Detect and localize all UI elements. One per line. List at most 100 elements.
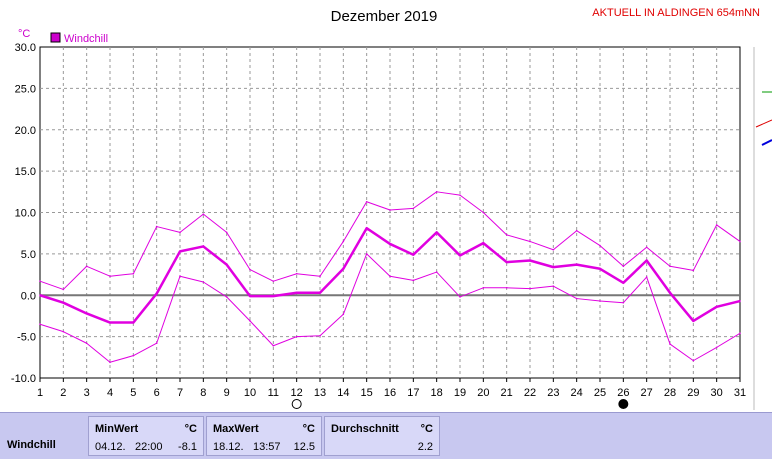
data-point-min bbox=[622, 301, 625, 304]
x-tick-label: 4 bbox=[107, 387, 113, 399]
x-tick-label: 11 bbox=[268, 387, 279, 399]
data-point-min bbox=[575, 297, 578, 300]
x-tick-label: 7 bbox=[177, 387, 183, 399]
data-point-mean bbox=[132, 321, 135, 324]
data-point-max bbox=[272, 280, 275, 282]
data-point-min bbox=[319, 334, 321, 337]
data-point-min bbox=[552, 285, 555, 287]
data-point-mean bbox=[599, 267, 601, 270]
x-tick-label: 23 bbox=[547, 387, 559, 399]
data-point-max bbox=[599, 244, 601, 247]
data-point-max bbox=[435, 191, 438, 193]
min-value: -8.1 bbox=[178, 441, 197, 453]
data-point-max bbox=[482, 211, 485, 214]
data-point-max bbox=[85, 265, 88, 268]
avg-unit: °C bbox=[420, 423, 433, 435]
data-point-mean bbox=[365, 227, 368, 230]
data-point-max bbox=[575, 229, 578, 232]
max-unit: °C bbox=[302, 423, 315, 435]
x-tick-label: 26 bbox=[617, 387, 629, 399]
data-point-min bbox=[715, 346, 718, 349]
x-tick-label: 27 bbox=[641, 387, 653, 399]
data-point-mean bbox=[342, 267, 345, 270]
stats-panel: Windchill MinWert °C 04.12. 22:00 -8.1 M… bbox=[0, 412, 772, 459]
data-point-max bbox=[739, 240, 741, 243]
data-point-mean bbox=[179, 250, 181, 253]
data-point-min bbox=[249, 320, 251, 322]
data-point-mean bbox=[739, 300, 741, 302]
data-point-max bbox=[715, 224, 718, 226]
max-value-box: MaxWert °C 18.12. 13:57 12.5 bbox=[206, 416, 322, 456]
data-point-min bbox=[342, 313, 345, 316]
data-point-min bbox=[692, 359, 695, 362]
data-point-min bbox=[109, 361, 111, 364]
data-point-min bbox=[39, 323, 41, 326]
legend-swatch bbox=[50, 32, 61, 43]
x-tick-label: 2 bbox=[60, 387, 66, 399]
data-point-max bbox=[529, 240, 531, 243]
x-tick-label: 12 bbox=[291, 387, 303, 399]
data-point-mean bbox=[412, 253, 415, 256]
data-point-mean bbox=[715, 306, 718, 308]
data-point-mean bbox=[669, 291, 671, 294]
x-tick-label: 20 bbox=[477, 387, 489, 399]
x-tick-label: 13 bbox=[314, 387, 326, 399]
y-tick-label: -10.0 bbox=[11, 373, 36, 385]
x-tick-label: 9 bbox=[224, 387, 230, 399]
x-axis: 1 2 3 4 5 6 7 8 9 10 11 12 13 14 15 16 17 18 19 20 21 22 23 24 2… bbox=[37, 378, 746, 399]
data-point-max bbox=[552, 248, 555, 251]
x-tick-label: 15 bbox=[361, 387, 373, 399]
data-point-mean bbox=[435, 231, 438, 234]
y-tick-label: -5.0 bbox=[17, 332, 36, 344]
data-point-min bbox=[365, 253, 368, 255]
windchill-chart: Dezember 2019 AKTUELL IN ALDINGEN 654mNN… bbox=[11, 7, 772, 410]
data-point-mean bbox=[482, 242, 485, 244]
max-value: 12.5 bbox=[293, 441, 315, 453]
legend-label: Windchill bbox=[64, 33, 108, 45]
x-tick-label: 5 bbox=[130, 387, 136, 399]
data-point-max bbox=[225, 231, 228, 234]
data-point-min bbox=[272, 344, 275, 347]
data-point-mean bbox=[529, 259, 531, 262]
grid bbox=[40, 47, 740, 378]
data-point-mean bbox=[202, 245, 205, 248]
side-panel-mark bbox=[761, 139, 772, 146]
data-point-max bbox=[645, 246, 648, 249]
data-point-max bbox=[249, 268, 251, 271]
data-point-mean bbox=[249, 295, 251, 297]
x-tick-label: 28 bbox=[664, 387, 676, 399]
max-date: 18.12. bbox=[213, 441, 244, 453]
data-point-max bbox=[295, 272, 298, 275]
data-point-min bbox=[529, 287, 531, 290]
data-point-min bbox=[739, 332, 741, 335]
data-point-max bbox=[39, 280, 41, 282]
full-moon-icon bbox=[291, 399, 302, 409]
x-tick-label: 1 bbox=[37, 387, 43, 399]
x-tick-label: 8 bbox=[200, 387, 206, 399]
max-header: MaxWert bbox=[213, 423, 259, 435]
avg-value-box: Durchschnitt °C 2.2 bbox=[324, 416, 440, 456]
data-point-max bbox=[179, 231, 181, 234]
data-point-min bbox=[459, 296, 461, 298]
avg-header: Durchschnitt bbox=[331, 423, 399, 435]
data-point-min bbox=[435, 271, 438, 273]
data-point-mean bbox=[272, 295, 275, 297]
station-label: AKTUELL IN ALDINGEN 654mNN bbox=[592, 7, 760, 19]
avg-value: 2.2 bbox=[417, 441, 433, 453]
data-point-mean bbox=[459, 254, 461, 257]
data-point-max bbox=[669, 265, 671, 268]
data-point-max bbox=[459, 194, 461, 196]
min-date: 04.12. bbox=[95, 441, 126, 453]
data-point-min bbox=[412, 279, 415, 282]
y-tick-label: 0.0 bbox=[21, 290, 36, 302]
y-tick-label: 25.0 bbox=[15, 83, 36, 95]
data-point-max bbox=[319, 275, 321, 278]
data-point-max bbox=[202, 213, 205, 215]
x-tick-label: 18 bbox=[431, 387, 443, 399]
data-point-mean bbox=[692, 320, 695, 322]
data-point-mean bbox=[295, 291, 298, 294]
x-tick-label: 21 bbox=[501, 387, 513, 399]
data-point-min bbox=[599, 300, 601, 302]
x-tick-label: 19 bbox=[454, 387, 466, 399]
data-point-min bbox=[202, 281, 205, 283]
